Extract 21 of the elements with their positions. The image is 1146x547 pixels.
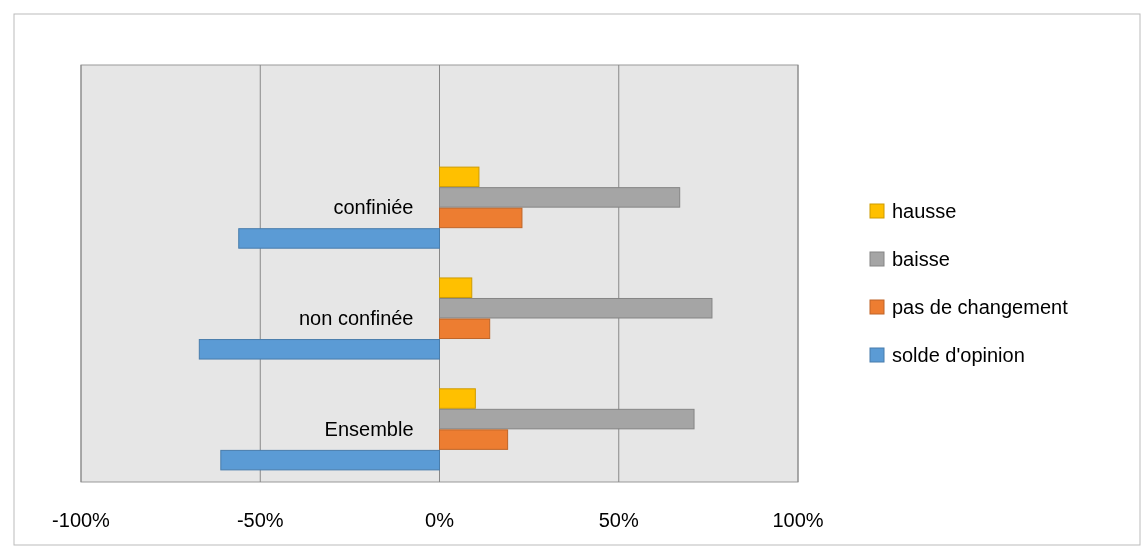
legend-label: hausse: [892, 200, 957, 222]
bar: [439, 388, 476, 409]
x-tick-label: 100%: [772, 509, 824, 531]
bar: [439, 429, 509, 450]
bar: [198, 339, 440, 360]
legend-label: solde d'opinion: [892, 344, 1025, 366]
bar: [439, 318, 491, 340]
bar: [238, 228, 440, 249]
x-tick-label: 0%: [425, 509, 455, 531]
legend-label: baisse: [892, 248, 950, 270]
bar: [439, 166, 480, 188]
bar: [220, 449, 440, 471]
y-tick-label: confiniée: [333, 196, 414, 219]
legend-label: pas de changement: [892, 296, 1069, 318]
x-tick-label: -100%: [52, 509, 111, 531]
bar: [439, 207, 523, 229]
y-tick-label: Ensemble: [324, 418, 414, 440]
x-tick-label: 50%: [598, 509, 639, 531]
bar: [439, 277, 473, 298]
y-tick-label: non confinée: [298, 307, 414, 330]
x-tick-label: -50%: [236, 509, 284, 531]
